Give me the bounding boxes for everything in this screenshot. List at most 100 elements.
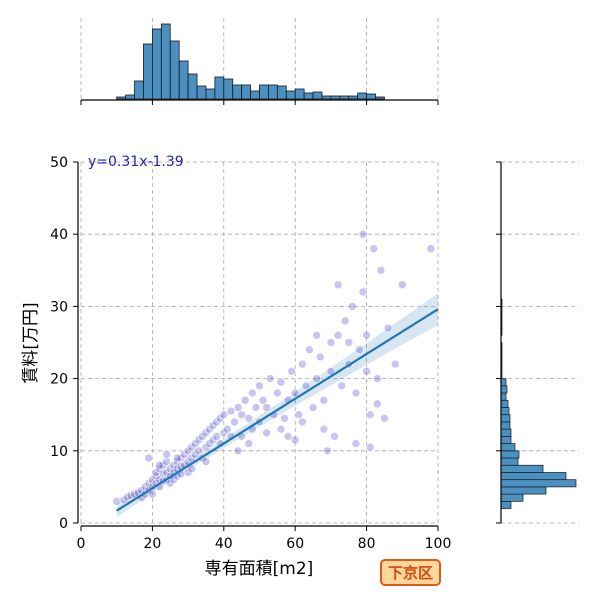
scatter-point xyxy=(183,446,193,456)
top-hist-bar xyxy=(250,90,260,100)
scatter-point xyxy=(351,439,361,448)
scatter-point xyxy=(144,453,154,463)
x-tick-label: 0 xyxy=(77,536,86,552)
scatter-point xyxy=(201,428,211,438)
top-hist-bar xyxy=(187,73,198,100)
top-hist-bar xyxy=(294,88,305,100)
scatter-point xyxy=(305,345,314,355)
right-hist-bar xyxy=(500,378,507,387)
top-hist-bar xyxy=(205,88,216,100)
scatter-point xyxy=(312,374,321,383)
top-hist-bar xyxy=(116,96,127,100)
scatter-point xyxy=(244,414,254,423)
right-hist-bar xyxy=(500,421,511,430)
scatter-point xyxy=(226,406,236,416)
right-histogram-grid xyxy=(501,161,579,524)
scatter-point xyxy=(212,417,221,427)
right-hist-bar xyxy=(500,500,512,509)
x-tick-label: 80 xyxy=(358,536,376,552)
district-badge: 下京区 xyxy=(380,559,442,586)
top-hist-bar xyxy=(151,28,162,100)
top-hist-bar xyxy=(330,95,341,100)
right-hist-bar xyxy=(500,407,510,416)
scatter-point xyxy=(319,424,329,434)
scatter-point xyxy=(233,403,243,412)
right-hist-bar xyxy=(500,436,512,444)
scatter-point xyxy=(251,403,261,412)
right-hist-bar xyxy=(500,464,544,473)
scatter-point xyxy=(365,442,375,452)
scatter-point xyxy=(376,265,386,275)
scatter-point xyxy=(290,388,300,398)
top-hist-bar xyxy=(375,96,385,100)
scatter-point xyxy=(148,475,157,484)
top-hist-bar xyxy=(232,84,243,100)
top-hist-bar xyxy=(214,76,225,100)
scatter-point xyxy=(330,432,339,441)
scatter-point xyxy=(140,482,150,492)
scatter-point xyxy=(351,388,361,398)
y-tick-label: 30 xyxy=(50,299,68,315)
top-hist-bar xyxy=(268,84,278,100)
right-histogram-bars xyxy=(500,298,577,509)
scatter-point xyxy=(205,439,214,448)
top-hist-bar xyxy=(223,78,234,100)
y-tick-label: 20 xyxy=(50,372,68,388)
scatter-point xyxy=(323,446,332,456)
right-hist-bar xyxy=(500,486,547,495)
right-hist-bar xyxy=(500,443,516,452)
scatter-point xyxy=(397,280,407,290)
scatter-point xyxy=(173,457,182,466)
top-hist-bar xyxy=(169,40,180,100)
scatter-points xyxy=(112,229,436,506)
scatter-point xyxy=(333,330,343,340)
scatter-point xyxy=(262,428,271,438)
scatter-point xyxy=(340,316,350,326)
regression-line xyxy=(116,308,439,512)
scatter-point xyxy=(237,410,246,420)
scatter-point xyxy=(148,489,157,499)
scatter-point xyxy=(219,428,229,438)
scatter-point xyxy=(333,280,343,290)
top-hist-bar xyxy=(357,92,367,100)
scatter-point xyxy=(201,442,211,452)
scatter-point xyxy=(165,464,175,474)
scatter-point xyxy=(348,302,357,311)
right-hist-bar xyxy=(500,392,507,401)
scatter-point xyxy=(144,478,154,488)
scatter-point xyxy=(283,432,293,441)
scatter-point xyxy=(308,403,318,412)
scatter-point xyxy=(373,399,382,409)
scatter-point xyxy=(230,417,239,427)
y-tick-label: 50 xyxy=(50,155,68,171)
scatter-point xyxy=(173,453,182,463)
scatter-point xyxy=(248,388,257,398)
top-hist-bar xyxy=(259,84,269,100)
scatter-point xyxy=(344,338,354,347)
scatter-point xyxy=(298,359,307,369)
top-hist-bar xyxy=(134,80,144,100)
top-hist-bar xyxy=(196,85,207,100)
scatter-point xyxy=(233,446,243,456)
scatter-point xyxy=(319,395,329,405)
top-marginal-histogram xyxy=(80,18,439,105)
scatter-point xyxy=(258,395,268,405)
x-tick-label: 40 xyxy=(215,536,233,552)
scatter-point xyxy=(205,424,214,434)
top-hist-bar xyxy=(143,43,153,100)
top-hist-bar xyxy=(312,91,323,100)
scatter-point xyxy=(201,457,211,466)
right-hist-bar xyxy=(500,479,577,488)
scatter-point xyxy=(369,244,379,253)
scatter-point xyxy=(380,414,389,423)
right-hist-bar xyxy=(500,450,520,459)
scatter-point xyxy=(294,410,304,420)
scatter-point xyxy=(187,442,196,452)
right-hist-bar xyxy=(500,399,509,408)
x-tick-label: 100 xyxy=(425,536,452,552)
scatter-point xyxy=(373,374,382,383)
right-hist-bar xyxy=(500,428,512,437)
scatter-point xyxy=(155,464,164,474)
right-hist-bar xyxy=(500,414,511,423)
right-hist-bar xyxy=(500,493,524,502)
